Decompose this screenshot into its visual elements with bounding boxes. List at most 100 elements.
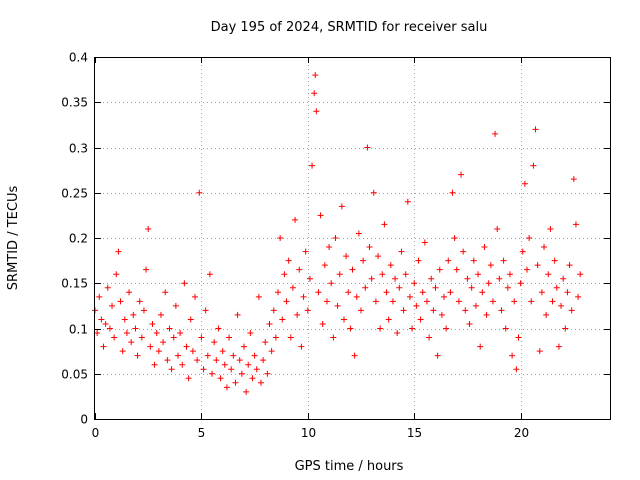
data-point-marker: [487, 262, 494, 269]
data-point-marker: [381, 221, 388, 228]
data-point-marker: [400, 307, 407, 314]
data-point-marker: [174, 352, 181, 359]
data-point-marker: [353, 293, 360, 300]
data-point-marker: [283, 298, 290, 305]
data-point-marker: [332, 235, 339, 241]
data-point-marker: [236, 357, 243, 364]
x-tick-label: 20: [514, 426, 529, 440]
data-point-marker: [202, 307, 209, 314]
data-point-marker: [385, 316, 392, 323]
data-point-marker: [515, 334, 522, 341]
data-point-marker: [496, 275, 503, 282]
data-point-marker: [145, 225, 152, 232]
data-point-marker: [192, 293, 199, 300]
data-point-marker: [379, 271, 386, 278]
data-point-marker: [558, 302, 565, 309]
data-points: [92, 72, 584, 395]
data-point-marker: [498, 307, 505, 314]
data-point-marker: [389, 298, 396, 305]
y-tick-label: 0.05: [61, 368, 88, 382]
data-point-marker: [121, 316, 128, 323]
data-point-marker: [383, 289, 390, 296]
data-point-marker: [475, 271, 482, 278]
data-point-marker: [572, 221, 579, 228]
data-point-marker: [362, 284, 369, 291]
data-point-marker: [506, 271, 513, 278]
data-point-marker: [317, 212, 324, 219]
data-point-marker: [268, 348, 275, 355]
data-point-marker: [187, 316, 194, 323]
data-point-marker: [392, 275, 399, 282]
y-axis-label: SRMTID / TECUs: [6, 186, 21, 291]
data-point-marker: [560, 275, 567, 282]
data-point-marker: [209, 370, 216, 377]
data-point-marker: [451, 235, 458, 241]
data-point-marker: [517, 280, 524, 287]
data-point-marker: [328, 280, 335, 287]
data-point-marker: [449, 189, 456, 196]
data-point-marker: [255, 293, 262, 300]
data-point-marker: [483, 311, 490, 318]
data-point-marker: [524, 266, 531, 273]
data-point-marker: [279, 316, 286, 323]
data-point-marker: [260, 357, 267, 364]
data-point-marker: [247, 330, 254, 337]
data-point-marker: [115, 248, 122, 255]
data-point-marker: [462, 307, 469, 314]
data-point-marker: [334, 302, 341, 309]
data-point-marker: [149, 320, 156, 327]
data-point-marker: [511, 298, 518, 305]
data-point-marker: [170, 334, 177, 341]
data-point-marker: [566, 262, 573, 269]
data-point-marker: [481, 244, 488, 251]
data-point-marker: [272, 334, 279, 341]
data-point-marker: [398, 248, 405, 255]
data-point-marker: [234, 311, 241, 318]
data-point-marker: [211, 339, 218, 346]
data-point-marker: [445, 257, 452, 264]
data-point-marker: [185, 375, 192, 382]
data-point-marker: [409, 325, 416, 332]
data-point-marker: [326, 244, 333, 251]
data-point-marker: [538, 289, 545, 296]
data-point-marker: [387, 262, 394, 269]
data-point-marker: [340, 316, 347, 323]
data-point-marker: [219, 348, 226, 355]
axis-ticks: 0 5 10 15 20 0 0.05 0.1 0.15 0.2 0.25 0.3 0.35 0.4: [61, 51, 610, 440]
data-point-marker: [315, 289, 322, 296]
data-point-marker: [564, 289, 571, 296]
data-point-marker: [453, 266, 460, 273]
data-point-marker: [509, 352, 516, 359]
data-point-marker: [534, 262, 541, 269]
data-point-marker: [213, 357, 220, 364]
data-point-marker: [300, 293, 307, 300]
y-tick-label: 0: [80, 413, 88, 427]
data-point-marker: [492, 130, 499, 137]
chart-title: Day 195 of 2024, SRMTID for receiver sal…: [211, 20, 488, 35]
data-point-marker: [153, 330, 160, 337]
data-point-marker: [287, 334, 294, 341]
data-point-marker: [168, 366, 175, 373]
data-point-marker: [296, 266, 303, 273]
data-point-marker: [575, 293, 582, 300]
data-point-marker: [466, 320, 473, 327]
data-point-marker: [553, 284, 560, 291]
data-point-marker: [443, 325, 450, 332]
data-point-marker: [338, 203, 345, 210]
data-point-marker: [143, 266, 150, 273]
data-point-marker: [319, 320, 326, 327]
data-point-marker: [358, 307, 365, 314]
data-point-marker: [119, 348, 126, 355]
data-point-marker: [549, 298, 556, 305]
data-point-marker: [138, 334, 145, 341]
data-point-marker: [521, 180, 528, 187]
data-point-marker: [104, 284, 111, 291]
data-point-marker: [330, 334, 337, 341]
data-point-marker: [394, 330, 401, 337]
data-point-marker: [294, 311, 301, 318]
data-point-marker: [172, 302, 179, 309]
data-point-marker: [468, 284, 475, 291]
x-axis-label: GPS time / hours: [295, 459, 404, 474]
data-point-marker: [123, 330, 130, 337]
data-point-marker: [102, 320, 109, 327]
